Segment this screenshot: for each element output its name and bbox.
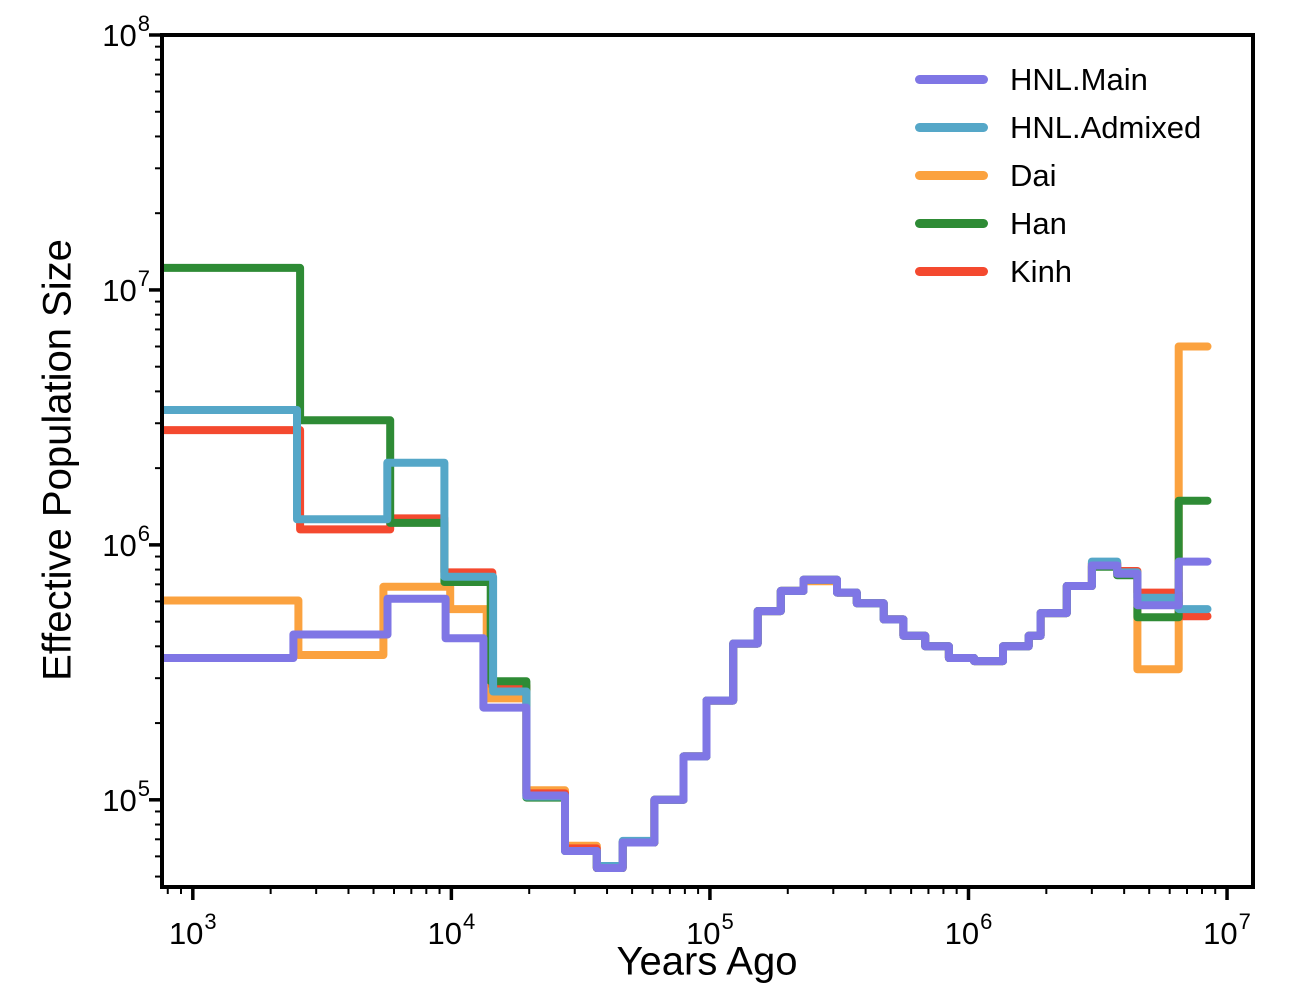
x-tick-label-3: 103: [169, 909, 217, 951]
legend-item-han: Han: [915, 199, 1201, 247]
legend-swatch: [915, 218, 988, 228]
legend-label: HNL.Main: [1010, 61, 1148, 97]
legend-label: Han: [1010, 205, 1067, 241]
legend-swatch: [915, 122, 988, 132]
legend-swatch: [915, 170, 988, 180]
series-lines: [160, 263, 1212, 872]
x-axis-title: Years Ago: [616, 939, 798, 984]
legend-label: HNL.Admixed: [1010, 109, 1202, 145]
legend-item-hnl-main: HNL.Main: [915, 55, 1201, 103]
legend-item-hnl-admixed: HNL.Admixed: [915, 103, 1201, 151]
legend-swatch: [915, 266, 988, 276]
x-tick-label-4: 104: [428, 909, 476, 951]
legend-item-dai: Dai: [915, 151, 1201, 199]
x-tick-label-7: 107: [1203, 909, 1251, 951]
legend: HNL.Main HNL.Admixed Dai Han Kinh: [915, 55, 1201, 295]
plot-frame: [160, 33, 1255, 889]
y-tick-label-6: 106: [102, 521, 150, 563]
tick-labels: 103 104 105 106 107 105 106 107 108: [102, 11, 1251, 951]
legend-swatch: [915, 74, 988, 84]
legend-item-kinh: Kinh: [915, 247, 1201, 295]
y-tick-label-7: 107: [102, 266, 150, 308]
y-axis-title: Effective Population Size: [35, 239, 80, 681]
legend-label: Kinh: [1010, 253, 1073, 289]
y-tick-label-8: 108: [102, 11, 150, 53]
y-tick-label-5: 105: [102, 776, 150, 818]
x-tick-label-5: 105: [686, 909, 734, 951]
x-tick-label-6: 106: [945, 909, 993, 951]
legend-label: Dai: [1010, 157, 1057, 193]
series-line-hnl-main: [160, 557, 1212, 872]
